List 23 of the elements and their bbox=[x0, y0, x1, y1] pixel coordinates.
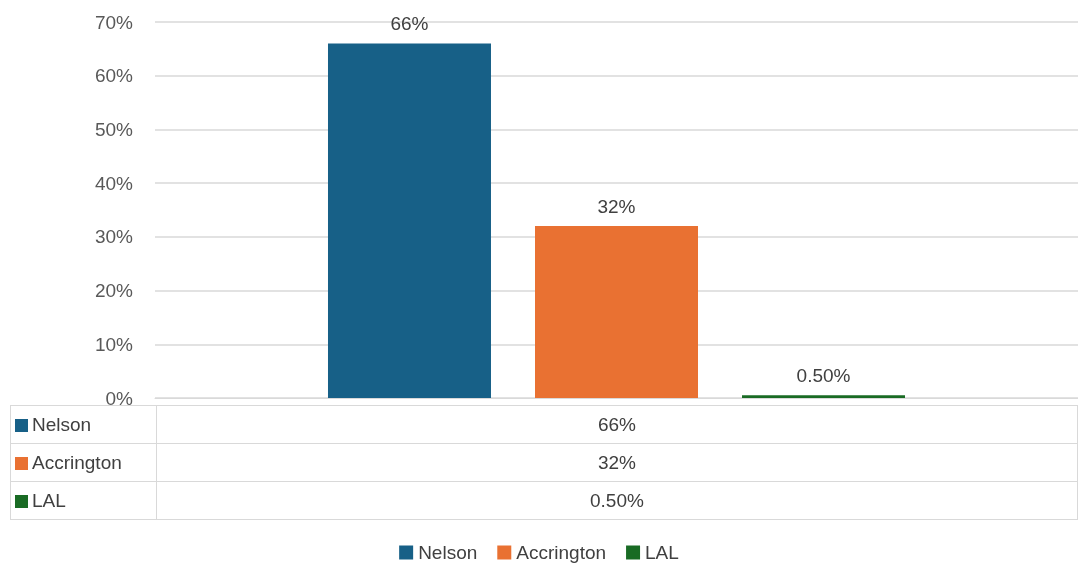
text: LAL bbox=[32, 489, 66, 511]
y-tick-label: 60% bbox=[94, 65, 134, 87]
y-tick-label: 50% bbox=[94, 118, 134, 140]
legend-label: LAL bbox=[645, 542, 679, 563]
text: Accrington bbox=[32, 451, 122, 473]
bar bbox=[535, 226, 698, 398]
data-label: 32% bbox=[597, 196, 636, 218]
data-label: 66% bbox=[390, 13, 429, 35]
bar bbox=[742, 395, 906, 398]
text: Nelson bbox=[32, 413, 92, 435]
text: 66% bbox=[597, 413, 636, 435]
y-tick-label: 40% bbox=[94, 172, 134, 194]
y-tick-label: 30% bbox=[94, 226, 134, 248]
text: 0.50% bbox=[590, 489, 644, 511]
legend-label: Accrington bbox=[516, 542, 607, 563]
data-label: 0.50% bbox=[796, 365, 851, 387]
bar bbox=[327, 43, 491, 398]
legend-label: Nelson bbox=[418, 542, 478, 563]
y-tick-label: 10% bbox=[94, 333, 134, 355]
y-tick-label: 70% bbox=[94, 11, 134, 33]
text: 32% bbox=[597, 451, 636, 473]
y-tick-label: 20% bbox=[94, 280, 134, 302]
y-tick-label: 0% bbox=[105, 387, 134, 409]
